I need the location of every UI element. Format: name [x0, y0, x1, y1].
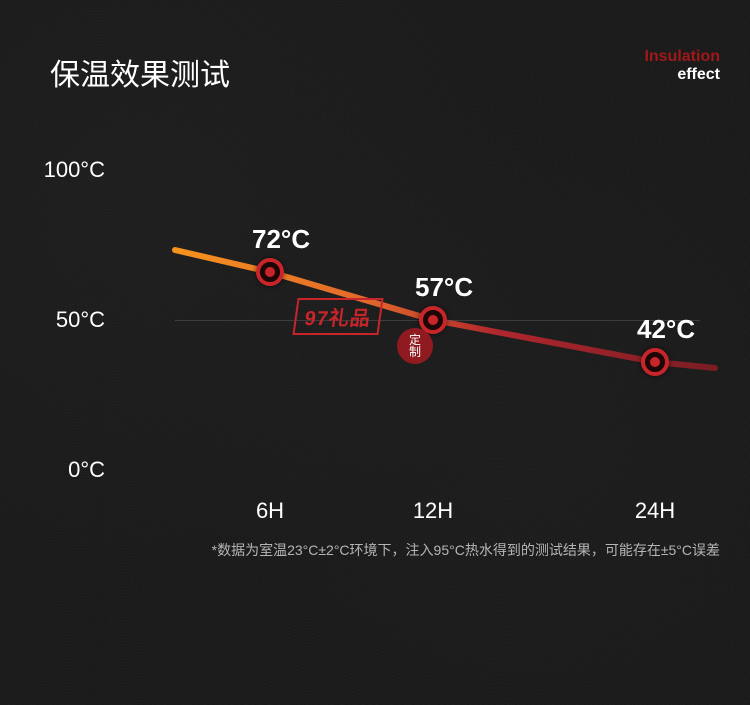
y-axis-label: 100°C — [10, 157, 105, 183]
watermark-badge: 97礼品 — [292, 298, 383, 335]
data-point-marker — [256, 258, 284, 286]
data-point-marker — [641, 348, 669, 376]
x-axis-label: 12H — [403, 498, 463, 524]
footnote-text: *数据为室温23°C±2°C环境下，注入95°C热水得到的测试结果，可能存在±5… — [212, 540, 720, 560]
data-point-label: 72°C — [252, 224, 310, 255]
data-point-label: 42°C — [637, 314, 695, 345]
x-axis-label: 24H — [625, 498, 685, 524]
y-axis-label: 50°C — [10, 307, 105, 333]
stamp-seal: 定制 — [397, 328, 433, 364]
title-english-line2: effect — [677, 66, 720, 84]
title-chinese: 保温效果测试 — [50, 50, 230, 94]
data-point-label: 57°C — [415, 272, 473, 303]
y-axis-label: 0°C — [10, 457, 105, 483]
insulation-chart: 72°C 57°C 42°C 97礼品定制 — [115, 170, 700, 470]
title-english-line1: Insulation — [644, 48, 720, 66]
x-axis-label: 6H — [240, 498, 300, 524]
